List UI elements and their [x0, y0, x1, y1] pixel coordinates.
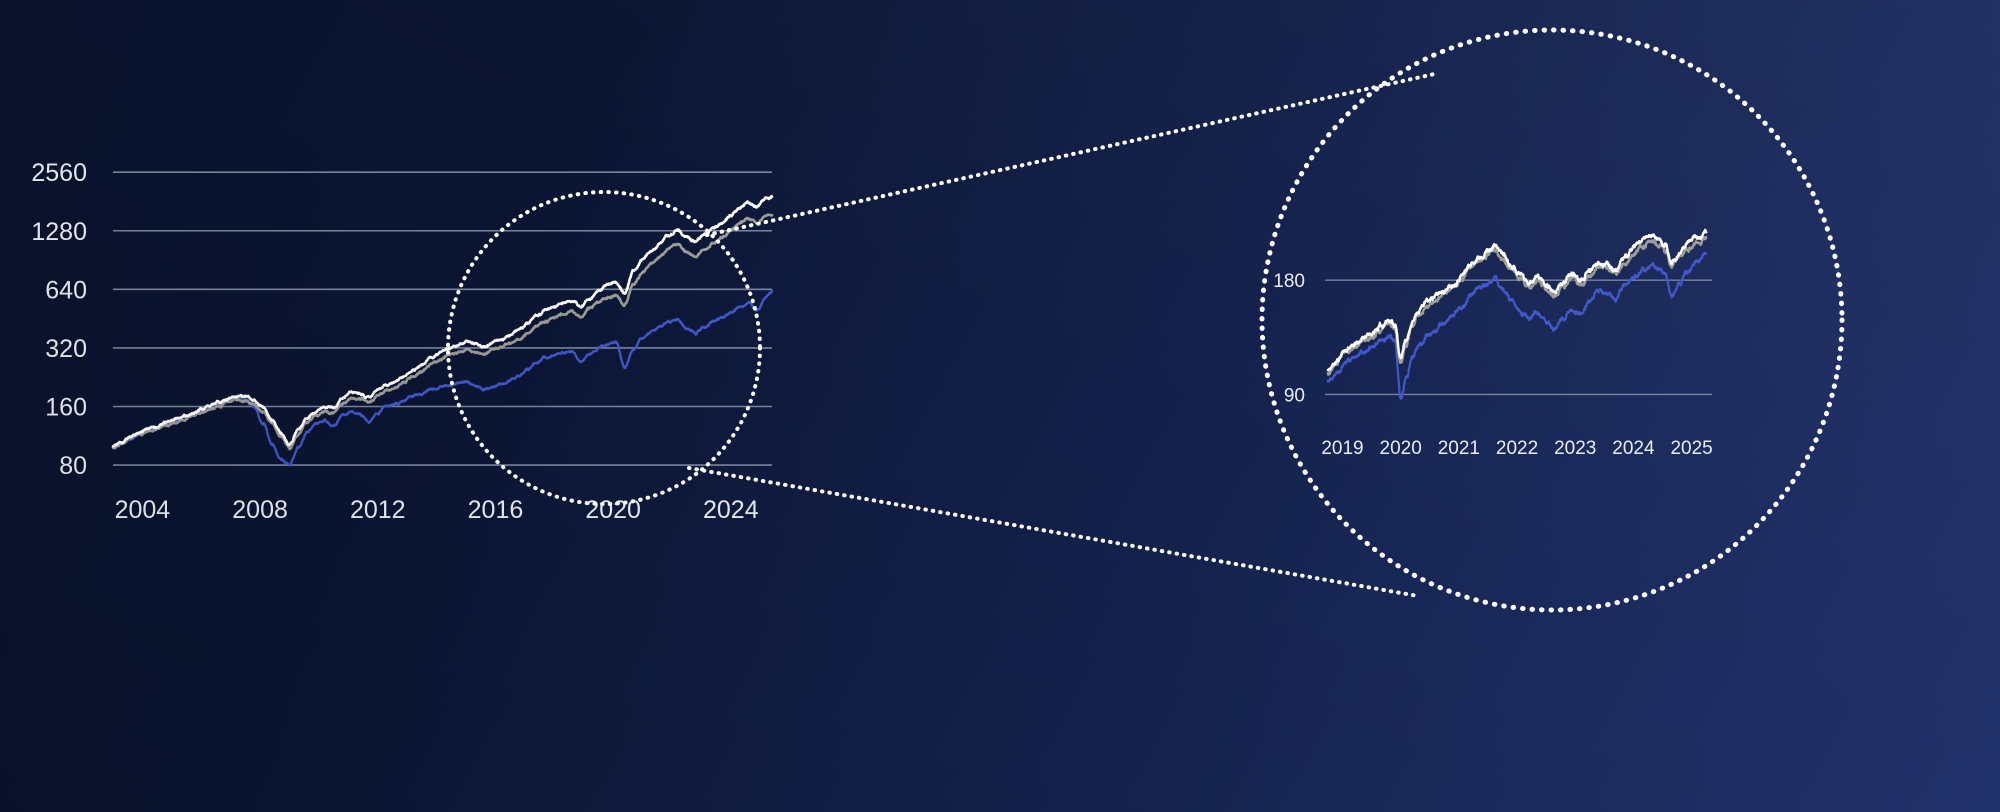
inset-y-tick-label: 180	[1273, 271, 1305, 292]
main-y-tick-label: 640	[45, 276, 87, 304]
zoom-annotations	[446, 27, 1845, 613]
main-y-tick-label: 80	[59, 452, 87, 480]
main-series-blue	[111, 289, 774, 467]
inset-x-tick-label: 2020	[1380, 438, 1422, 459]
main-series-gray	[111, 213, 774, 451]
inset-series-group	[1326, 228, 1708, 400]
inset-y-tick-label: 90	[1284, 385, 1305, 406]
inset-x-tick-label: 2025	[1670, 438, 1712, 459]
inset-y-axis-labels: 90 180	[1273, 271, 1305, 406]
main-series-white	[111, 194, 774, 448]
inset-gridlines	[1325, 279, 1712, 396]
inset-x-axis-labels: 2019 2020 2021 2022 2023 2024 2025	[1321, 438, 1712, 459]
inset-x-tick-label: 2022	[1496, 438, 1538, 459]
main-series-group	[111, 194, 774, 467]
main-y-tick-label: 320	[45, 335, 87, 363]
main-y-tick-label: 1280	[31, 218, 87, 246]
inset-x-tick-label: 2023	[1554, 438, 1596, 459]
inset-series-white	[1326, 228, 1708, 372]
zoom-source-circle	[446, 190, 762, 506]
inset-panel: 90 180 2019 2020 2021 2022 2023 2024 2025	[1273, 228, 1713, 459]
main-y-tick-label: 160	[45, 394, 87, 422]
main-x-tick-label: 2012	[350, 496, 406, 524]
zoom-connector-lower	[687, 466, 1420, 598]
main-x-tick-label: 2016	[468, 496, 524, 524]
main-gridlines	[113, 171, 772, 466]
zoom-target-circle	[1259, 27, 1845, 613]
main-x-axis-labels: 2004 2008 2012 2016 2020 2024	[115, 496, 759, 524]
main-y-axis-labels: 80 160 320 640 1280 2560	[31, 159, 87, 480]
main-y-tick-label: 2560	[31, 159, 87, 187]
main-x-tick-label: 2004	[115, 496, 171, 524]
inset-series-blue	[1326, 251, 1708, 400]
main-x-tick-label: 2024	[703, 496, 759, 524]
main-x-tick-label: 2008	[232, 496, 288, 524]
inset-series-gray	[1326, 235, 1708, 376]
inset-x-tick-label: 2024	[1612, 438, 1655, 459]
inset-x-tick-label: 2021	[1438, 438, 1480, 459]
inset-x-tick-label: 2019	[1321, 438, 1363, 459]
zoom-connector-upper	[705, 71, 1441, 237]
